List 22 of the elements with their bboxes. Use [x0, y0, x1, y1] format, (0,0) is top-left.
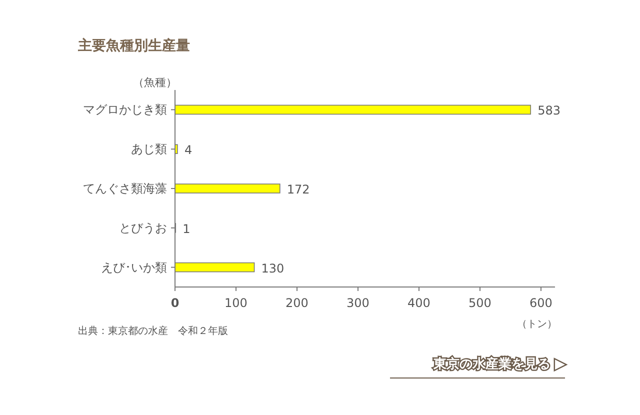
text: 東京の水産業を見る ▶: [432, 356, 565, 372]
y-axis-title: （魚種）: [133, 76, 177, 89]
y-tick-label: てんぐさ類海藻: [83, 182, 167, 196]
x-tick-label: 500: [468, 296, 492, 310]
x-tick-label: 300: [346, 296, 370, 310]
data-label: 583: [538, 104, 561, 118]
y-tick-label: とびうお: [119, 220, 167, 235]
data-label: 130: [261, 261, 284, 276]
x-tick-label: 400: [408, 296, 430, 310]
x-axis-title: （トン）: [517, 319, 557, 330]
x-tick-label: 200: [286, 296, 308, 310]
y-tick-label: あじ類: [131, 142, 167, 156]
data-label: 4: [184, 143, 192, 158]
y-tick-label: えび･いか類: [101, 260, 167, 274]
x-tick-label: 100: [224, 296, 248, 310]
x-tick-label: 600: [530, 296, 552, 310]
source-note: 出典：東京都の水産 令和２年版: [78, 325, 228, 337]
y-tick-label: マグロかじき類: [83, 102, 167, 117]
data-label: 172: [286, 182, 310, 196]
data-label: 1: [182, 222, 190, 236]
chart-title: 主要魚種別生産量: [77, 37, 190, 54]
x-tick-label: 0: [170, 296, 180, 310]
